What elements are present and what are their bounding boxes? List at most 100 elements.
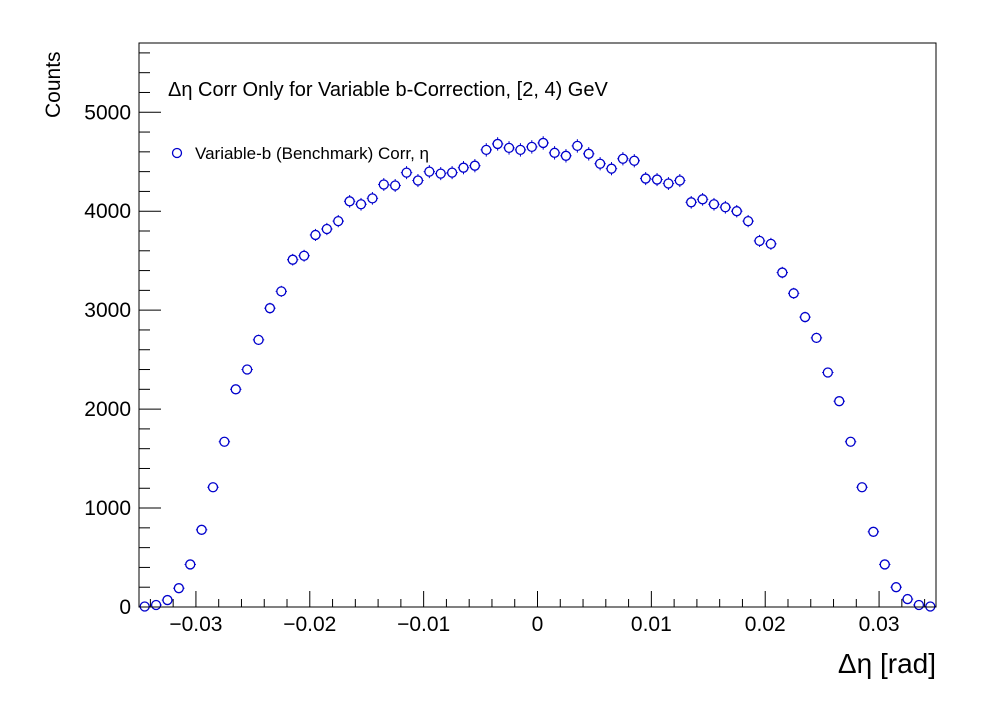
data-point [787, 287, 800, 299]
data-point [731, 204, 743, 218]
data-marker [617, 153, 629, 164]
data-marker [811, 332, 822, 344]
data-point [400, 166, 413, 180]
data-point [207, 482, 219, 493]
data-point [389, 179, 401, 192]
data-marker [196, 524, 207, 535]
y-tick-label: 0 [119, 596, 131, 619]
data-marker [446, 167, 458, 178]
data-marker [469, 160, 481, 171]
data-marker [333, 215, 344, 227]
data-marker [549, 147, 560, 158]
y-tick-label: 5000 [84, 101, 131, 124]
plot-title: Δη Corr Only for Variable b-Correction, … [168, 79, 608, 101]
data-marker [378, 179, 389, 190]
data-point [753, 234, 766, 247]
data-marker [526, 141, 537, 153]
data-marker [207, 482, 219, 493]
data-marker [651, 174, 663, 185]
data-marker [879, 559, 890, 570]
data-point [287, 253, 299, 266]
x-tick-label: −0.03 [169, 613, 222, 636]
data-point [332, 214, 344, 228]
data-marker [834, 396, 845, 407]
data-point [412, 174, 424, 188]
data-point [343, 194, 356, 208]
x-tick-label: 0.03 [859, 613, 900, 636]
data-marker [560, 150, 572, 161]
data-point [628, 154, 640, 168]
data-point [480, 143, 492, 157]
data-marker [891, 582, 902, 593]
data-point [161, 594, 174, 606]
data-marker [458, 162, 469, 173]
data-marker [390, 180, 401, 191]
data-point [264, 302, 276, 314]
data-point [594, 157, 606, 171]
data-point [195, 524, 208, 535]
data-point [776, 266, 788, 279]
data-point [879, 559, 891, 570]
x-axis-ticks: −0.03 −0.02 −0.01 0 0.01 0.02 0.03 [149, 591, 926, 636]
y-tick-label: 2000 [84, 398, 131, 421]
data-point [150, 599, 162, 611]
data-point [366, 192, 379, 205]
data-marker [629, 155, 640, 166]
data-marker [503, 142, 515, 154]
data-marker [150, 599, 162, 611]
data-marker [788, 288, 799, 299]
data-marker [868, 526, 879, 537]
data-marker [367, 193, 378, 204]
data-marker [287, 254, 298, 265]
data-point [446, 166, 458, 180]
data-marker [765, 238, 777, 250]
y-tick-label: 3000 [84, 299, 131, 322]
x-axis-title: Δη [rad] [838, 648, 936, 679]
data-point [901, 593, 914, 605]
data-marker [822, 367, 833, 378]
data-point [537, 136, 549, 150]
data-point [173, 583, 185, 594]
data-marker [162, 594, 173, 606]
data-marker [697, 194, 708, 205]
data-point [765, 237, 777, 250]
data-marker [913, 599, 925, 611]
data-point [469, 159, 481, 173]
data-point [571, 139, 584, 153]
data-point [355, 197, 367, 211]
data-marker [594, 158, 606, 169]
data-point [822, 367, 834, 378]
data-point [651, 173, 663, 187]
data-marker [538, 137, 549, 149]
data-point [309, 228, 322, 241]
data-marker [321, 223, 333, 235]
y-axis-ticks: 0 1000 2000 3000 4000 5000 [84, 52, 161, 619]
data-marker [424, 166, 435, 177]
data-marker [640, 173, 651, 184]
data-point [275, 285, 288, 297]
data-point [218, 436, 231, 447]
y-tick-label: 1000 [84, 497, 131, 520]
data-point [526, 140, 538, 154]
data-marker [310, 229, 321, 241]
data-point [639, 172, 652, 186]
data-point [230, 384, 242, 395]
data-point [844, 436, 857, 447]
data-marker [799, 311, 811, 323]
data-marker [185, 559, 196, 570]
data-marker [355, 199, 367, 210]
data-point [378, 178, 390, 191]
data-marker [754, 235, 765, 247]
data-point [583, 147, 595, 161]
data-marker [401, 167, 412, 178]
data-point [252, 334, 265, 345]
y-axis-title: Counts [42, 51, 65, 118]
data-marker [264, 303, 276, 314]
data-point [617, 152, 629, 166]
data-point [810, 332, 823, 344]
data-marker [276, 286, 287, 297]
data-marker [720, 202, 731, 213]
data-point [856, 482, 868, 493]
